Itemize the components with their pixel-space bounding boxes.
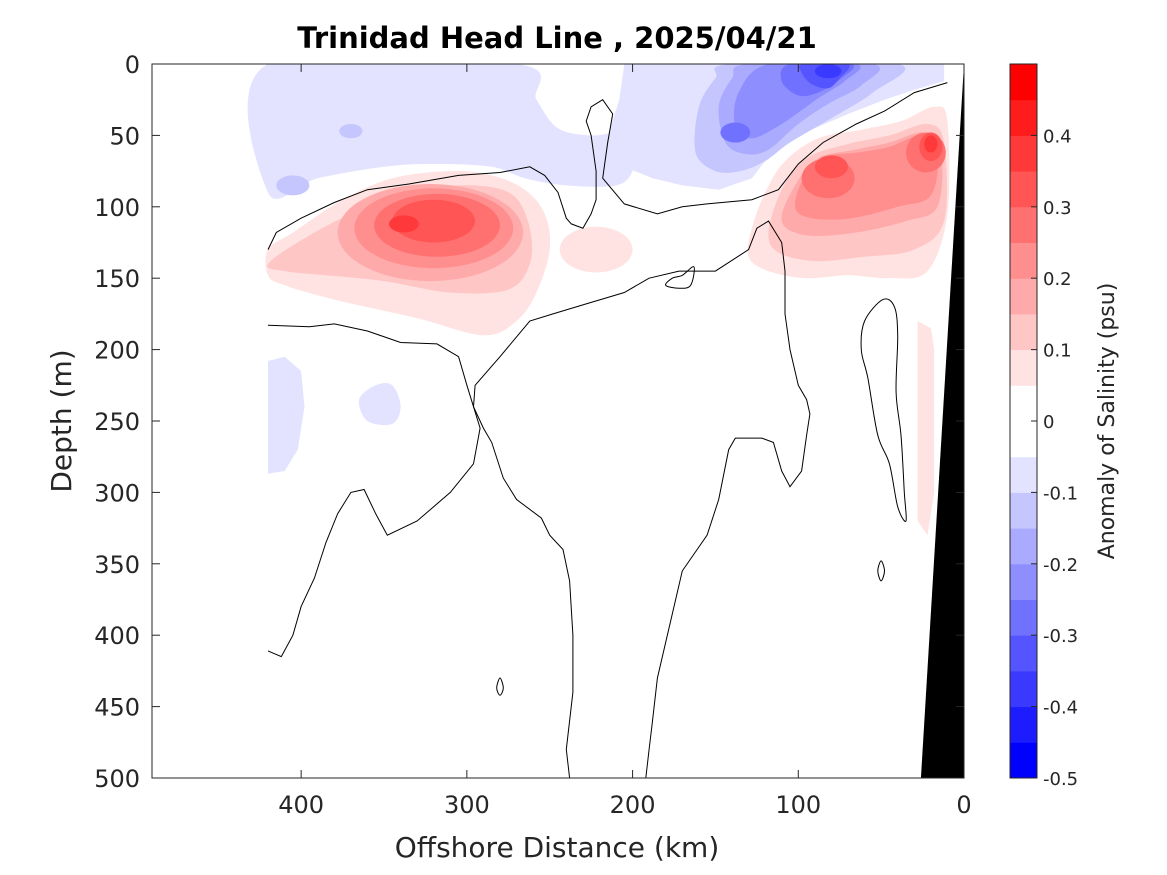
positive-anomaly-region — [389, 215, 419, 233]
y-axis: 0 50 100 150 200 250 300 350 400 450 500 — [94, 51, 964, 793]
y-tick-label: 350 — [94, 551, 140, 579]
x-tick-label: 0 — [956, 791, 971, 819]
colorbar-segment — [1010, 599, 1037, 636]
colorbar-segment — [1010, 670, 1037, 708]
colorbar-segment — [1010, 349, 1037, 386]
colorbar-segment — [1010, 64, 1037, 101]
colorbar: 0.4 0.3 0.2 0.1 0 -0.1 -0.2 -0.3 -0.4 -0.5 — [1009, 63, 1078, 790]
colorbar-segment — [1010, 492, 1037, 529]
colorbar-segment — [1010, 206, 1037, 243]
colorbar-tick-label: 0.1 — [1043, 341, 1072, 362]
colorbar-tick-label: 0.3 — [1043, 198, 1072, 219]
y-tick-label: 100 — [94, 194, 140, 222]
colorbar-segment — [1010, 742, 1037, 779]
zero-contour-line — [860, 298, 907, 522]
y-tick-label: 50 — [109, 122, 140, 150]
colorbar-tick-label: -0.2 — [1043, 555, 1078, 576]
colorbar-segment — [1010, 242, 1037, 279]
colorbar-segment — [1010, 528, 1037, 565]
colorbar-segment — [1010, 421, 1037, 458]
plot-area — [152, 64, 964, 778]
positive-anomaly-region — [814, 155, 848, 179]
colorbar-segment — [1010, 99, 1037, 136]
colorbar-segment — [1010, 278, 1037, 315]
negative-anomaly-region — [358, 383, 401, 426]
colorbar-tick-label: -0.4 — [1043, 698, 1078, 719]
zero-contour-line — [665, 266, 695, 289]
zero-contour-line — [267, 220, 811, 778]
colorbar-segment — [1010, 171, 1037, 208]
bottom-mask — [920, 64, 964, 778]
colorbar-segment — [1010, 385, 1037, 422]
zero-contour-line — [877, 560, 886, 582]
colorbar-segment — [1010, 635, 1037, 672]
chart-title: Trinidad Head Line , 2025/04/21 — [297, 21, 817, 55]
x-tick-label: 100 — [775, 791, 821, 819]
y-tick-label: 250 — [94, 408, 140, 436]
negative-anomaly-region — [247, 64, 635, 199]
colorbar-segment — [1010, 706, 1037, 743]
negative-anomaly-region — [268, 356, 305, 474]
y-tick-label: 450 — [94, 694, 140, 722]
negative-anomaly-region — [339, 124, 363, 139]
contour-lines — [267, 82, 948, 778]
colorbar-segment — [1010, 313, 1037, 351]
y-tick-label: 150 — [94, 265, 140, 293]
positive-anomaly-region — [924, 135, 938, 153]
colorbar-tick-label: -0.3 — [1043, 626, 1078, 647]
y-axis-label: Depth (m) — [45, 349, 78, 492]
colorbar-tick-label: -0.5 — [1043, 769, 1078, 790]
x-axis: 400 300 200 100 0 — [278, 64, 972, 819]
colorbar-tick-label: -0.1 — [1043, 483, 1078, 504]
colorbar-segment — [1010, 456, 1037, 493]
zero-contour-line — [496, 677, 504, 696]
negative-anomaly-region — [720, 122, 751, 143]
colorbar-tick-label: 0.2 — [1043, 269, 1072, 290]
positive-anomaly-region — [559, 226, 633, 273]
x-axis-label: Offshore Distance (km) — [395, 831, 720, 864]
y-tick-label: 300 — [94, 479, 140, 507]
negative-anomaly-region — [814, 64, 842, 79]
anomaly-fill-layer — [247, 64, 950, 536]
zero-contour-line — [267, 82, 948, 250]
colorbar-segment — [1010, 563, 1037, 600]
colorbar-segment — [1010, 135, 1037, 172]
zero-contour-line — [267, 323, 574, 778]
x-tick-label: 400 — [278, 791, 324, 819]
y-tick-label: 0 — [125, 51, 140, 79]
negative-anomaly-region — [276, 175, 310, 196]
colorbar-label: Anomaly of Salinity (psu) — [1095, 283, 1120, 560]
x-tick-label: 200 — [610, 791, 656, 819]
x-tick-label: 300 — [444, 791, 490, 819]
positive-anomaly-region — [392, 199, 476, 243]
colorbar-tick-label: 0 — [1043, 412, 1054, 433]
positive-anomaly-region — [917, 321, 935, 536]
y-tick-label: 400 — [94, 622, 140, 650]
y-tick-label: 200 — [94, 337, 140, 365]
colorbar-tick-label: 0.4 — [1043, 126, 1072, 147]
y-tick-label: 500 — [94, 765, 140, 793]
